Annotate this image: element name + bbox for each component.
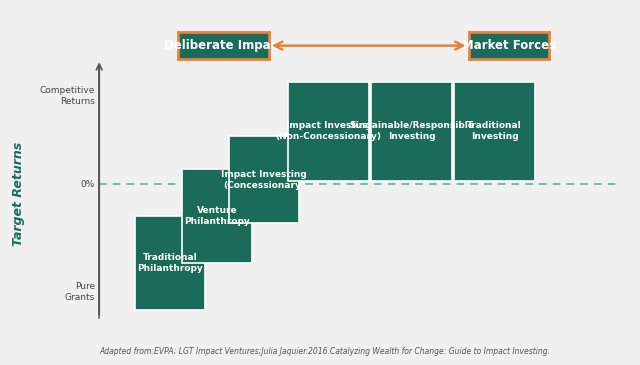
Bar [371,82,452,181]
Text: Sustainable/Responsible
Investing: Sustainable/Responsible Investing [349,121,474,142]
Text: Adapted from:EVPA; LGT Impact Ventures;Julia Jaquier.2016.Catalyzing Wealth for : Adapted from:EVPA; LGT Impact Ventures;J… [99,347,550,356]
Bar [182,169,252,263]
Text: Traditional
Philanthropy: Traditional Philanthropy [138,253,204,273]
Text: Impact Investing
(Concessionary): Impact Investing (Concessionary) [221,170,307,190]
Text: Traditional
Investing: Traditional Investing [467,121,522,142]
Text: Target Returns: Target Returns [12,141,26,246]
Text: Venture
Philanthropy: Venture Philanthropy [184,206,250,226]
Bar [136,216,205,310]
Bar [454,82,534,181]
Text: Deliberate Impact: Deliberate Impact [164,39,284,52]
Bar [289,82,369,181]
Text: Market Forces: Market Forces [461,39,556,52]
Bar [229,137,299,223]
Text: Impact Investing
(Non-Concessionary): Impact Investing (Non-Concessionary) [276,121,381,142]
